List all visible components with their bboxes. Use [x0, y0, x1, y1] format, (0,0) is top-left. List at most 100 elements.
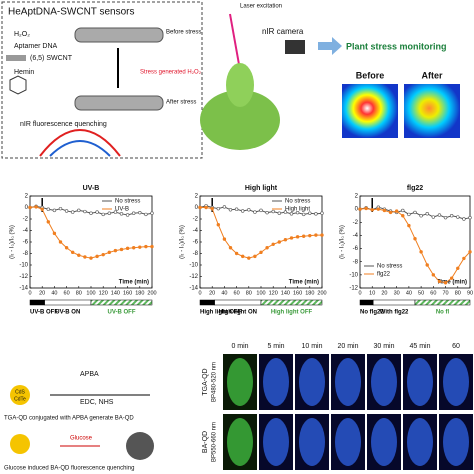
data-point: [468, 215, 472, 220]
data-point: [320, 233, 324, 237]
phase-label: No fl: [436, 310, 450, 316]
data-point: [419, 214, 423, 218]
y-tick-label: -4: [193, 228, 199, 234]
phase-label: No flg22: [360, 310, 384, 316]
data-point: [302, 212, 306, 217]
data-point: [308, 233, 312, 238]
legend-aptamer: Aptamer DNA: [14, 43, 58, 50]
phase-bar: [29, 299, 45, 306]
leaf: [263, 358, 289, 406]
time-label: 10 min: [301, 343, 322, 350]
data-point: [95, 210, 99, 214]
x-tick-label: 180: [305, 290, 314, 296]
x-tick-label: 10: [369, 290, 375, 296]
data-point: [413, 210, 417, 215]
leaf: [299, 358, 325, 406]
data-point: [119, 247, 124, 252]
legend-label: flg22: [377, 272, 391, 278]
qd2: [10, 434, 30, 454]
before-label: Before: [356, 70, 385, 80]
data-point: [265, 210, 269, 215]
cdte: CdTe: [14, 396, 26, 402]
data-point: [228, 208, 233, 212]
x-tick-label: 80: [76, 290, 82, 296]
x-tick-label: 50: [418, 290, 424, 296]
data-point: [40, 207, 44, 211]
data-point: [234, 207, 239, 211]
y-tick-label: -10: [349, 272, 358, 278]
data-point: [138, 210, 142, 215]
data-point: [210, 206, 214, 211]
data-point: [271, 209, 275, 214]
data-point: [34, 205, 38, 209]
phase-bar: [414, 299, 471, 306]
data-point: [132, 211, 136, 215]
qd: [10, 385, 30, 405]
data-point: [401, 208, 405, 213]
y-tick-label: -2: [193, 217, 199, 223]
data-point: [314, 233, 318, 237]
data-point: [259, 208, 263, 213]
data-point: [58, 240, 63, 244]
filter-label: BP550-660 nm: [212, 422, 218, 462]
x-tick-label: 140: [281, 290, 290, 296]
quench-label: Glucose induced BA-QD fluorescence quenc…: [4, 466, 134, 472]
data-point: [83, 255, 87, 259]
data-point: [64, 209, 69, 213]
data-point: [302, 234, 306, 238]
data-point: [295, 210, 300, 215]
data-point: [271, 242, 275, 247]
x-tick-label: 20: [381, 290, 387, 296]
x-tick-label: 20: [39, 290, 45, 296]
data-point: [138, 245, 142, 249]
data-point: [443, 281, 448, 285]
before-stress: Before stress: [166, 30, 201, 36]
y-tick-label: -8: [193, 251, 199, 257]
image-grid: 0 min 5 min 10 min 20 min 30 min 45 min 60 TGA-…: [202, 343, 473, 470]
filter-label: BP480-520 nm: [212, 362, 218, 402]
data-point: [144, 244, 148, 249]
data-point: [449, 276, 454, 280]
data-point: [150, 211, 154, 215]
plant: [200, 90, 280, 150]
quench-curve-after: [49, 140, 111, 157]
phase-bar: [214, 299, 262, 306]
data-point: [125, 213, 130, 217]
y-axis-label: (Iₜ - I₀)/I₀ (%): [340, 225, 346, 259]
x-axis-label: Time (min): [289, 280, 319, 286]
data-point: [425, 212, 429, 216]
y-tick-label: -12: [189, 274, 198, 280]
data-point: [216, 206, 221, 211]
data-point: [468, 250, 472, 254]
y-tick-label: 2: [25, 194, 29, 200]
x-tick-label: 0: [28, 290, 31, 296]
x-tick-label: 200: [147, 290, 156, 296]
glucose: Glucose: [70, 436, 93, 442]
phase-label: High light ON: [219, 310, 257, 316]
data-point: [52, 231, 57, 236]
leaf: [227, 358, 253, 406]
y-tick-label: 2: [195, 194, 199, 200]
phase-label: UV-B ON: [55, 310, 80, 316]
stress-h2o2: Stress generated H₂O₂: [140, 70, 202, 76]
y-tick-label: -12: [19, 274, 28, 280]
x-tick-label: 60: [64, 290, 70, 296]
data-point: [95, 254, 99, 259]
data-point: [456, 266, 460, 270]
y-tick-label: -4: [23, 228, 29, 234]
y-tick-label: -8: [23, 251, 29, 257]
y-tick-label: -8: [353, 259, 359, 265]
row-label: TGA-QD: [202, 368, 209, 395]
data-point: [89, 211, 93, 215]
data-point: [107, 211, 112, 215]
legend-label: No stress: [285, 199, 310, 205]
legend-swcnt: (6,5) SWCNT: [30, 55, 73, 62]
x-tick-label: 200: [317, 290, 326, 296]
data-point: [370, 208, 374, 212]
arrow-right: [318, 37, 342, 55]
phase-label: UV-B OFF: [30, 310, 58, 316]
y-tick-label: -6: [353, 246, 359, 252]
leaf: [335, 418, 361, 466]
data-point: [314, 212, 318, 216]
